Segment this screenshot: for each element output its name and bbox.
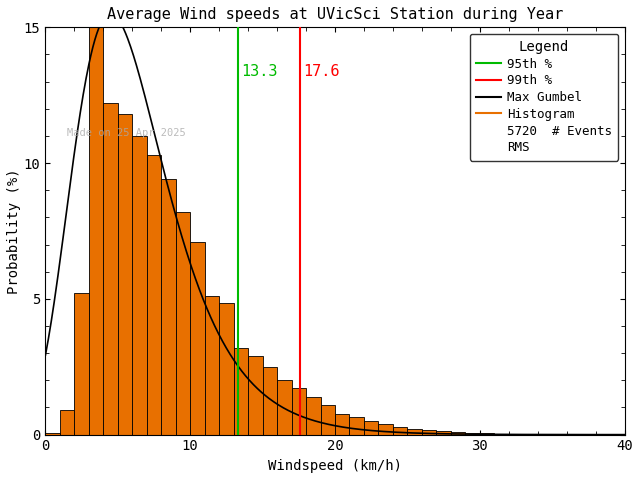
Bar	[190, 242, 205, 434]
Bar	[176, 212, 190, 434]
Bar	[422, 430, 436, 434]
Text: 17.6: 17.6	[303, 64, 340, 79]
Bar	[480, 433, 494, 434]
Bar	[349, 417, 364, 434]
Bar	[335, 414, 349, 434]
X-axis label: Windspeed (km/h): Windspeed (km/h)	[268, 459, 402, 473]
Bar	[262, 367, 277, 434]
Bar	[74, 293, 89, 434]
Bar	[292, 388, 306, 434]
Bar	[364, 421, 378, 434]
Bar	[45, 433, 60, 434]
Bar	[161, 180, 176, 434]
Bar	[248, 356, 262, 434]
Legend: 95th %, 99th %, Max Gumbel, Histogram, 5720  # Events, RMS: 95th %, 99th %, Max Gumbel, Histogram, 5…	[470, 34, 618, 160]
Bar	[451, 432, 465, 434]
Bar	[306, 396, 321, 434]
Bar	[89, 27, 103, 434]
Bar	[378, 424, 393, 434]
Bar	[494, 433, 509, 434]
Title: Average Wind speeds at UVicSci Station during Year: Average Wind speeds at UVicSci Station d…	[107, 7, 563, 22]
Bar	[465, 433, 480, 434]
Bar	[277, 380, 292, 434]
Bar	[118, 114, 132, 434]
Bar	[205, 296, 219, 434]
Bar	[219, 303, 234, 434]
Text: Made on 25 Apr 2025: Made on 25 Apr 2025	[67, 128, 186, 138]
Bar	[103, 103, 118, 434]
Y-axis label: Probability (%): Probability (%)	[7, 168, 21, 294]
Text: 13.3: 13.3	[241, 64, 277, 79]
Bar	[147, 155, 161, 434]
Bar	[60, 410, 74, 434]
Bar	[321, 405, 335, 434]
Bar	[393, 427, 408, 434]
Bar	[408, 429, 422, 434]
Bar	[234, 348, 248, 434]
Bar	[436, 431, 451, 434]
Bar	[132, 136, 147, 434]
